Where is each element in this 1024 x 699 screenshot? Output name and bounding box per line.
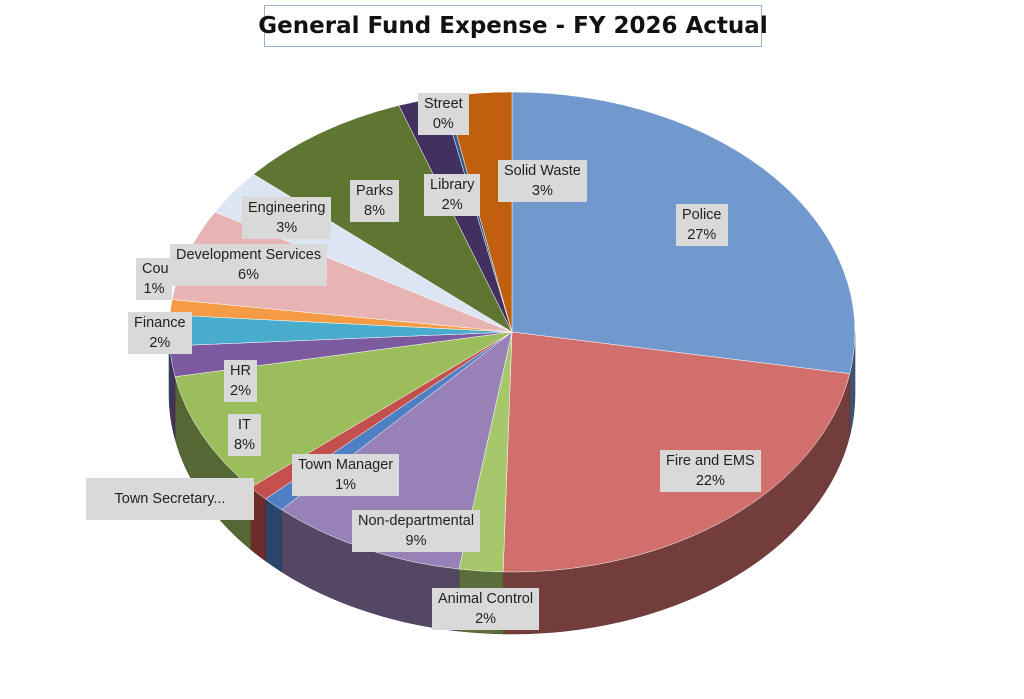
- label-development-services: Development Services 6%: [170, 244, 328, 286]
- label-name: Development Services: [176, 247, 322, 263]
- label-cou: Cou 1%: [136, 258, 172, 300]
- label-street: Street 0%: [418, 93, 469, 135]
- label-name: IT: [238, 417, 251, 433]
- label-name: Finance: [134, 315, 186, 331]
- label-percent: 8%: [364, 203, 386, 219]
- label-name: Street: [424, 96, 463, 112]
- label-percent: 2%: [475, 611, 497, 627]
- label-percent: 3%: [531, 183, 553, 199]
- label-name: Town Secretary...: [114, 491, 226, 507]
- label-percent: 3%: [276, 220, 298, 236]
- label-percent: 0%: [432, 116, 454, 132]
- label-percent: 2%: [149, 335, 171, 351]
- label-solid-waste: Solid Waste 3%: [498, 160, 587, 202]
- label-town-manager: Town Manager 1%: [292, 454, 400, 496]
- label-town-secretary: Town Secretary...: [86, 478, 254, 520]
- label-percent: 2%: [230, 383, 251, 399]
- label-fire-and-ems: Fire and EMS 22%: [660, 450, 761, 492]
- label-finance: Finance 2%: [128, 312, 192, 354]
- label-name: Police: [682, 207, 722, 223]
- label-parks: Parks 8%: [350, 180, 400, 222]
- label-name: Animal Control: [438, 591, 534, 607]
- label-name: Non-departmental: [358, 513, 475, 529]
- label-percent: 1%: [335, 477, 357, 493]
- label-name: Town Manager: [298, 457, 394, 473]
- label-non-departmental: Non-departmental 9%: [352, 510, 481, 552]
- pie-side-town-manager: [265, 498, 282, 573]
- label-percent: 6%: [238, 267, 260, 283]
- label-engineering: Engineering 3%: [242, 197, 332, 239]
- label-percent: 22%: [695, 473, 725, 489]
- label-library: Library 2%: [424, 174, 481, 216]
- label-name: Cou: [142, 261, 169, 277]
- label-percent: 27%: [687, 227, 717, 243]
- label-hr: HR 2%: [224, 360, 257, 402]
- label-percent: 1%: [143, 281, 165, 297]
- label-animal-control: Animal Control 2%: [432, 588, 540, 630]
- label-name: Parks: [356, 183, 394, 199]
- label-name: Solid Waste: [504, 163, 581, 179]
- label-percent: 8%: [234, 437, 255, 453]
- label-it: IT 8%: [228, 414, 261, 456]
- chart-title: General Fund Expense - FY 2026 Actual: [258, 5, 768, 47]
- label-name: Fire and EMS: [666, 453, 755, 469]
- label-percent: 9%: [405, 533, 427, 549]
- label-police: Police 27%: [676, 204, 728, 246]
- label-percent: 2%: [441, 197, 463, 213]
- label-name: Engineering: [248, 200, 326, 216]
- label-name: Library: [430, 177, 475, 193]
- label-name: HR: [230, 363, 251, 379]
